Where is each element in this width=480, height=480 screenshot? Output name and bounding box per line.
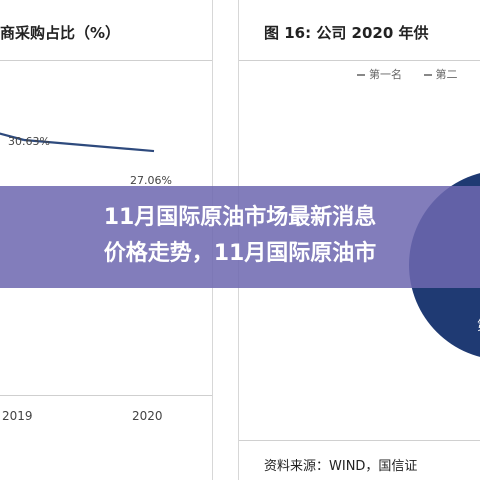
- legend-item-1: 第一名: [357, 68, 402, 81]
- source-note: 资料来源：WIND，国信证: [264, 459, 418, 474]
- data-label: 27.06%: [130, 174, 172, 187]
- series-line: [23, 138, 155, 153]
- legend-label-2: 第二: [435, 68, 458, 81]
- headline-banner: [0, 186, 480, 288]
- headline-line-2: 价格走势，11月国际原油市: [103, 241, 377, 266]
- legend-label-1: 第一名: [369, 68, 402, 81]
- left-title-divider: [0, 60, 212, 61]
- right-title-divider: [239, 60, 480, 61]
- left-chart-title: 商采购占比（%）: [0, 24, 121, 42]
- x-tick-label: 2020: [132, 409, 163, 423]
- headline-text[interactable]: 11月国际原油市场最新消息 价格走势，11月国际原油市: [0, 200, 480, 272]
- left-line-chart: 30.63% 27.06% 2019 2020: [0, 132, 172, 423]
- source-divider: [239, 440, 480, 441]
- left-x-axis-line: [0, 395, 212, 396]
- legend-item-2: 第二: [423, 68, 458, 81]
- headline-line-1: 11月国际原油市场最新消息: [103, 205, 377, 230]
- x-tick-label: 2019: [2, 409, 33, 423]
- pie-slice-label: 第: [477, 319, 480, 334]
- right-chart-title: 图 16: 公司 2020 年供: [264, 24, 429, 42]
- data-label: 30.63%: [8, 135, 50, 148]
- series-line-lead: [0, 132, 25, 142]
- right-legend: 第一名 第二: [357, 66, 476, 82]
